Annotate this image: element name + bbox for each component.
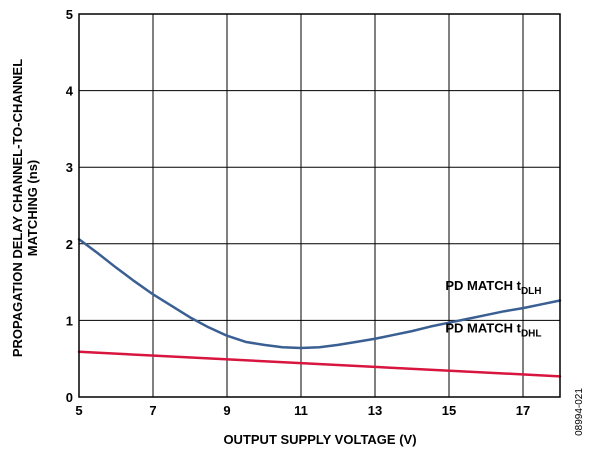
- x-tick-label: 15: [442, 403, 456, 418]
- series-label-dhl-main: PD MATCH t: [445, 321, 521, 336]
- y-tick-label: 0: [66, 390, 73, 405]
- x-tick-label: 9: [223, 403, 230, 418]
- series-label-dlh-main: PD MATCH t: [445, 278, 521, 293]
- series-label-dhl-sub: DHL: [521, 329, 542, 340]
- y-tick-label: 1: [66, 313, 73, 328]
- x-tick-label: 5: [75, 403, 82, 418]
- series-label-dlh: PD MATCH tDLH: [445, 278, 541, 297]
- y-tick-label: 4: [66, 84, 74, 99]
- x-tick-label: 11: [294, 403, 308, 418]
- plot-frame: [78, 13, 561, 398]
- x-tick-label: 13: [368, 403, 382, 418]
- y-tick-label: 2: [66, 237, 73, 252]
- y-tick-label: 3: [66, 160, 73, 175]
- series-lines: [77, 237, 562, 378]
- series-line-dhl: [77, 350, 562, 378]
- x-axis-label: OUTPUT SUPPLY VOLTAGE (V): [223, 432, 416, 447]
- y-axis-label-line-1: PROPAGATION DELAY CHANNEL-TO-CHANNEL: [10, 59, 25, 357]
- y-tick-labels: 0 1 2 3 4 5: [66, 7, 74, 405]
- figure-code: 08994-021: [574, 388, 585, 436]
- series-line-dlh: [77, 237, 562, 350]
- grid: [78, 13, 561, 398]
- y-axis-label-line-2: MATCHING (ns): [25, 160, 40, 257]
- x-tick-labels: 5 7 9 11 13 15 17: [75, 403, 530, 418]
- y-tick-label: 5: [66, 7, 73, 22]
- series-label-dhl: PD MATCH tDHL: [445, 321, 541, 340]
- series-label-dlh-sub: DLH: [521, 286, 542, 297]
- x-tick-label: 17: [516, 403, 530, 418]
- x-tick-label: 7: [149, 403, 156, 418]
